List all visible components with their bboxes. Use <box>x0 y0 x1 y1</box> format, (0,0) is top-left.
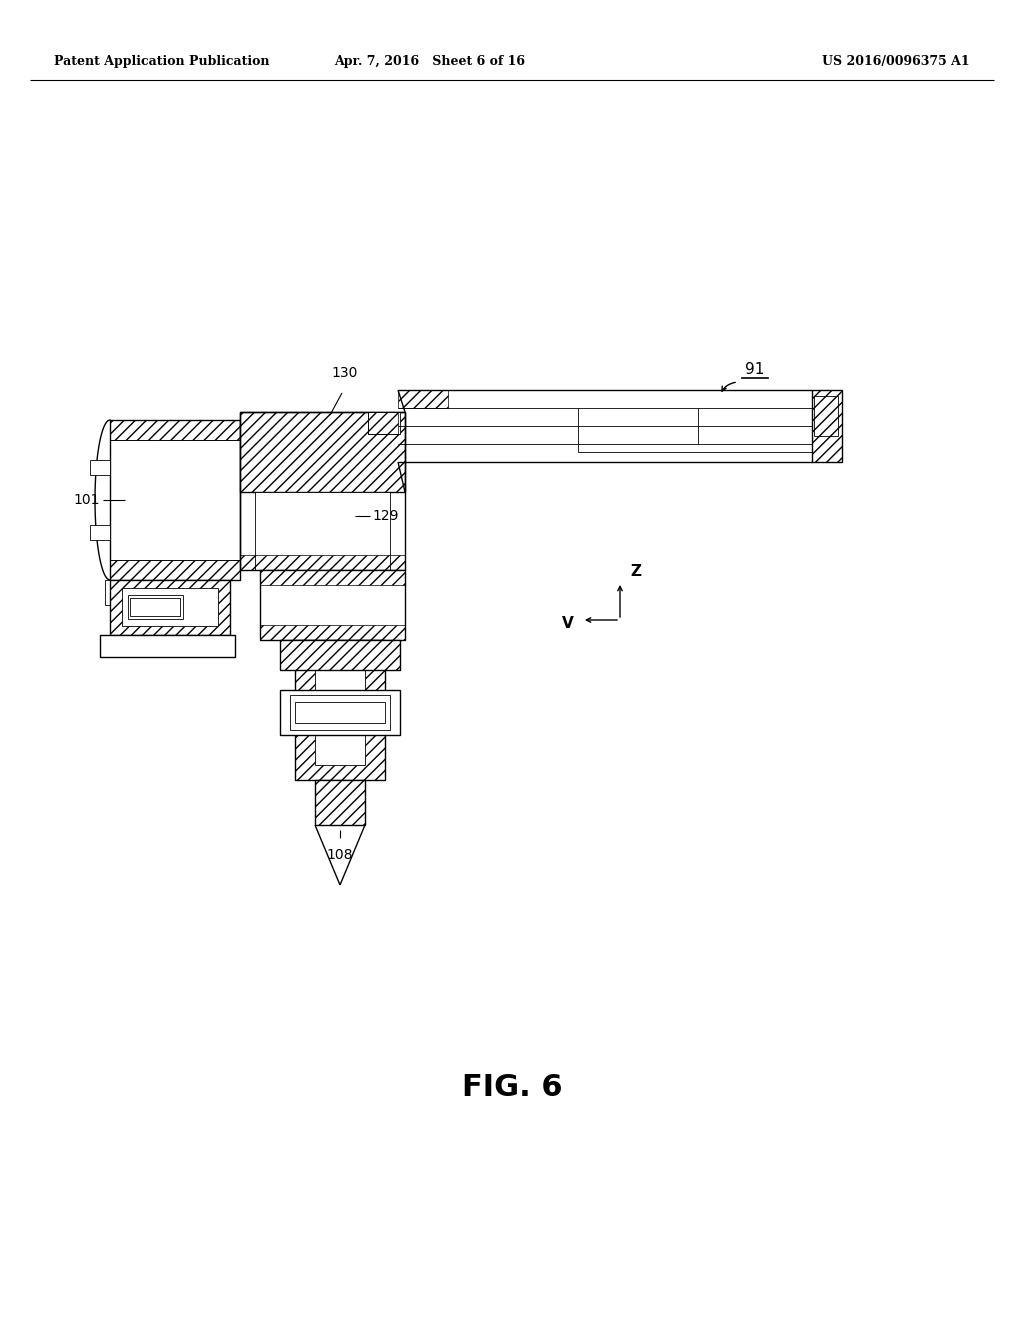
Bar <box>240 412 406 570</box>
Bar <box>255 492 390 570</box>
Bar <box>368 412 400 434</box>
Bar <box>110 579 230 635</box>
Bar <box>295 640 385 780</box>
Text: V: V <box>562 615 574 631</box>
Bar <box>90 459 110 475</box>
Bar <box>240 412 406 492</box>
Text: 130: 130 <box>332 366 358 380</box>
Text: Apr. 7, 2016   Sheet 6 of 16: Apr. 7, 2016 Sheet 6 of 16 <box>335 55 525 69</box>
Text: US 2016/0096375 A1: US 2016/0096375 A1 <box>822 55 970 69</box>
Bar <box>90 525 110 540</box>
Bar <box>280 690 400 735</box>
Bar <box>100 635 234 657</box>
Bar <box>115 605 150 623</box>
Bar <box>315 780 365 825</box>
Bar <box>295 702 385 723</box>
Text: Patent Application Publication: Patent Application Publication <box>54 55 269 69</box>
Circle shape <box>179 644 191 656</box>
Bar <box>110 420 240 579</box>
Bar <box>280 640 400 671</box>
Text: 91: 91 <box>745 363 764 378</box>
Bar <box>260 570 406 640</box>
Bar <box>122 587 218 626</box>
Bar <box>128 595 183 619</box>
Bar <box>130 598 180 616</box>
Text: Z: Z <box>630 565 641 579</box>
Text: 108: 108 <box>327 847 353 862</box>
Bar <box>315 655 365 766</box>
Text: 101: 101 <box>74 492 100 507</box>
Bar <box>105 579 230 605</box>
Bar <box>290 696 390 730</box>
Bar <box>814 396 838 436</box>
Text: 129: 129 <box>372 510 398 523</box>
Text: FIG. 6: FIG. 6 <box>462 1073 562 1102</box>
Bar <box>185 605 220 623</box>
Bar <box>812 389 842 462</box>
